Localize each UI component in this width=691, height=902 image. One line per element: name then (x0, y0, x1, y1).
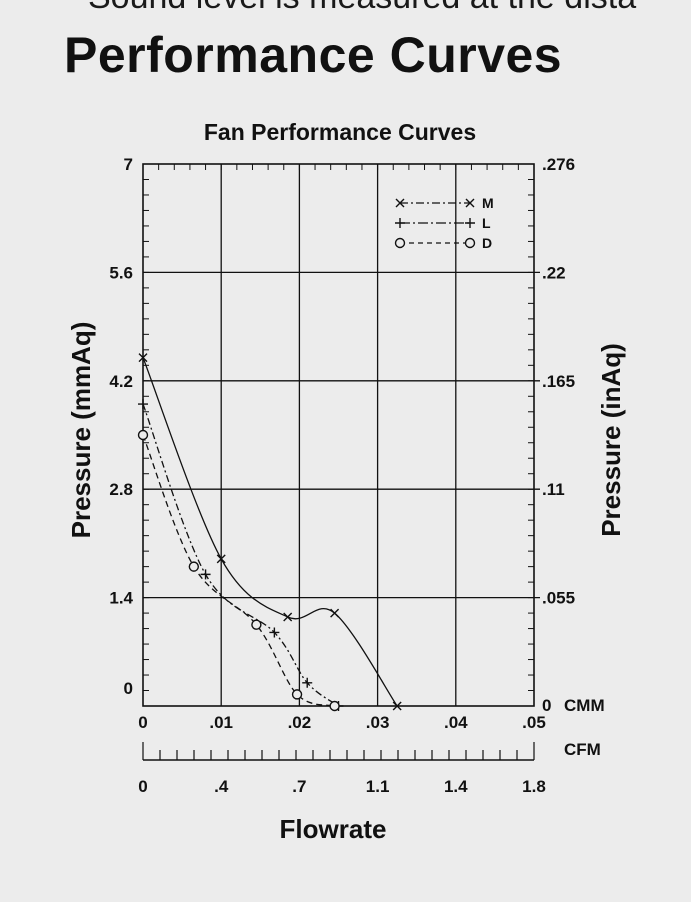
chart-title: Fan Performance Curves (204, 119, 476, 145)
y-tick-label: 1.4 (109, 589, 133, 608)
data-point-d (188, 561, 200, 572)
y-tick-label: 5.6 (109, 263, 133, 282)
x-axis-title: Flowrate (280, 814, 387, 844)
x-tick-label: .05 (522, 713, 546, 732)
y-tick-label: 7 (124, 155, 133, 174)
data-point-l (302, 677, 313, 688)
series-line-m (142, 357, 398, 707)
legend-entry-d: D (394, 235, 492, 251)
plot-frame (142, 163, 535, 707)
data-point-m (330, 608, 340, 618)
legend-label: M (482, 195, 494, 211)
data-point-l (138, 399, 148, 410)
legend-marker-start (394, 237, 406, 249)
legend-label: D (482, 235, 492, 251)
x-secondary-tick-label: 1.1 (366, 777, 390, 796)
series-layer (137, 353, 402, 712)
data-point-l (200, 569, 211, 580)
x-unit-primary: CMM (564, 696, 605, 715)
y-tick-label: 0 (124, 679, 133, 698)
data-point-d (251, 619, 262, 630)
x-tick-label: .01 (209, 713, 233, 732)
axis-labels: 75.64.22.81.40.276.22.165.11.05500.01.02… (66, 155, 626, 844)
legend-marker-end (465, 198, 475, 208)
y-right-tick-label: .165 (542, 372, 575, 391)
series-line-l (142, 403, 339, 707)
legend-label: L (482, 215, 491, 231)
y-right-tick-label: .22 (542, 263, 566, 282)
data-point-d (137, 429, 149, 441)
y-tick-label: 4.2 (109, 372, 133, 391)
x-tick-label: .03 (366, 713, 390, 732)
data-point-m (216, 554, 226, 564)
cut-off-caption: Sound level is measured at the dista (88, 0, 636, 17)
x-tick-label: .04 (444, 713, 468, 732)
y-right-tick-label: 0 (542, 696, 551, 715)
y-tick-label: 2.8 (109, 480, 133, 499)
x-secondary-tick-label: 0 (138, 777, 147, 796)
page-title: Performance Curves (64, 27, 563, 83)
legend-marker-end (465, 218, 475, 228)
legend-marker-start (395, 218, 405, 228)
x-tick-label: 0 (138, 713, 147, 732)
legend: MLD (394, 195, 494, 251)
x-secondary-tick-label: .7 (292, 777, 306, 796)
data-point-d (291, 689, 303, 700)
legend-marker-end (464, 237, 476, 249)
data-point-m (283, 612, 293, 622)
legend-entry-m: M (395, 195, 494, 211)
x-tick-label: .02 (288, 713, 312, 732)
x-unit-secondary: CFM (564, 740, 601, 759)
x-secondary-tick-label: 1.4 (444, 777, 468, 796)
y-right-tick-label: .276 (542, 155, 575, 174)
x-secondary-tick-label: .4 (214, 777, 229, 796)
y-axis-title: Pressure (mmAq) (66, 322, 96, 539)
x-secondary-tick-label: 1.8 (522, 777, 546, 796)
data-point-m (138, 353, 148, 363)
series-line-d (142, 434, 335, 707)
y-right-tick-label: .055 (542, 589, 575, 608)
legend-entry-l: L (395, 215, 491, 231)
grid (142, 163, 540, 761)
y-axis-title-right: Pressure (inAq) (596, 343, 626, 537)
data-point-l (269, 627, 280, 638)
data-point-m (392, 701, 402, 711)
y-right-tick-label: .11 (542, 480, 565, 499)
legend-marker-start (395, 198, 405, 208)
data-point-d (329, 700, 340, 712)
